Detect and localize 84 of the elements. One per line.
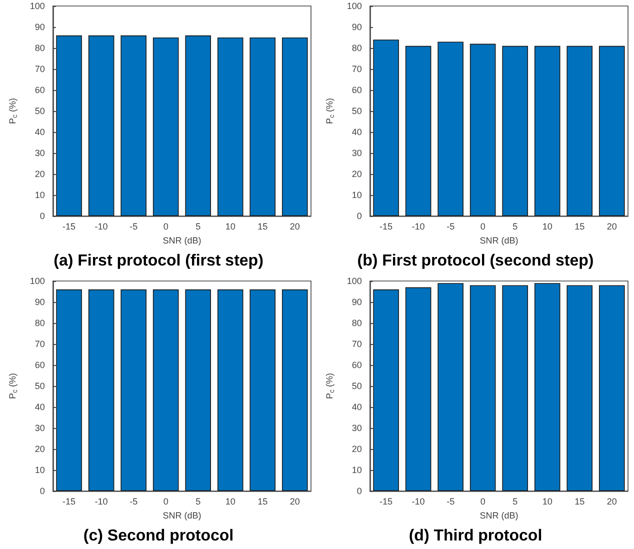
y-tick-label: 10	[34, 190, 45, 200]
y-tick-label: 30	[352, 148, 362, 158]
y-tick-label: 90	[34, 297, 45, 307]
y-tick-label: 70	[34, 64, 45, 74]
y-tick-label: 70	[352, 339, 362, 349]
x-tick-label: -10	[412, 222, 425, 232]
x-tick-label: -5	[130, 222, 138, 232]
y-tick-label: 100	[346, 276, 362, 286]
x-tick-label: 15	[258, 496, 268, 506]
y-tick-label: 80	[34, 43, 45, 53]
x-tick-label: 5	[512, 222, 518, 232]
x-tick-label: -10	[94, 496, 108, 506]
x-tick-label: 10	[225, 496, 236, 506]
y-tick-label: 40	[352, 127, 362, 137]
y-tick-label: 70	[34, 339, 45, 349]
y-tick-label: 100	[30, 1, 45, 11]
x-axis-title: SNR (dB)	[162, 510, 202, 520]
y-tick-label: 10	[352, 190, 362, 200]
x-tick-label: 15	[258, 222, 268, 232]
x-tick-label: 20	[290, 222, 300, 232]
y-tick-label: 30	[352, 423, 362, 433]
x-tick-label: 10	[225, 222, 236, 232]
x-tick-label: -10	[94, 222, 108, 232]
y-tick-label: 90	[34, 22, 45, 32]
y-tick-label: 20	[34, 444, 45, 454]
y-tick-label: 20	[352, 169, 362, 179]
y-tick-label: 80	[352, 43, 362, 53]
y-tick-label: 90	[352, 22, 362, 32]
text: (d) Third protocol	[408, 528, 542, 544]
x-tick-label: 5	[512, 496, 518, 506]
y-tick-label: 100	[346, 1, 362, 11]
text: (b) First protocol (second step)	[357, 252, 594, 270]
y-tick-label: 10	[352, 465, 362, 475]
y-tick-label: 10	[34, 465, 45, 475]
x-axis-title: SNR (dB)	[480, 510, 518, 520]
y-tick-label: 20	[352, 444, 362, 454]
x-tick-label: 20	[290, 496, 300, 506]
y-tick-label: 60	[34, 85, 45, 95]
y-tick-label: 90	[352, 297, 362, 307]
x-tick-label: -10	[412, 496, 425, 506]
y-tick-label: 50	[34, 106, 45, 116]
x-tick-label: -15	[62, 496, 76, 506]
x-tick-label: -5	[446, 496, 455, 506]
y-tick-label: 50	[34, 381, 45, 391]
y-tick-label: 60	[34, 360, 45, 370]
x-tick-label: -15	[62, 222, 76, 232]
x-tick-label: 20	[606, 496, 617, 506]
x-tick-label: 20	[606, 222, 617, 232]
x-tick-label: -5	[446, 222, 455, 232]
y-tick-label: 0	[40, 486, 45, 496]
x-tick-label: 5	[196, 496, 201, 506]
x-tick-label: 0	[163, 222, 168, 232]
x-tick-label: 0	[480, 222, 486, 232]
y-tick-label: 0	[356, 486, 362, 496]
y-tick-label: 40	[34, 402, 45, 412]
y-tick-label: 70	[352, 64, 362, 74]
x-axis-title: SNR (dB)	[480, 235, 518, 246]
y-tick-label: 30	[34, 423, 45, 433]
y-tick-label: 50	[352, 381, 362, 391]
y-tick-label: 100	[30, 276, 45, 286]
text: (c) Second protocol	[83, 528, 234, 544]
y-tick-label: 0	[40, 211, 45, 221]
x-axis-title: SNR (dB)	[162, 235, 202, 246]
y-tick-label: 30	[34, 148, 45, 158]
x-tick-label: 0	[163, 496, 168, 506]
y-tick-label: 80	[34, 318, 45, 328]
x-tick-label: 10	[542, 222, 552, 232]
x-tick-label: 10	[542, 496, 552, 506]
y-tick-label: 40	[34, 127, 45, 137]
x-tick-label: 5	[196, 222, 201, 232]
y-tick-label: 80	[352, 318, 362, 328]
y-tick-label: 0	[356, 211, 362, 221]
y-tick-label: 20	[34, 169, 45, 179]
y-tick-label: 50	[352, 106, 362, 116]
y-tick-label: 60	[352, 85, 362, 95]
x-tick-label: -5	[130, 496, 138, 506]
y-tick-label: 60	[352, 360, 362, 370]
x-tick-label: 15	[574, 222, 585, 232]
y-tick-label: 40	[352, 402, 362, 412]
x-tick-label: -15	[380, 222, 393, 232]
x-tick-label: 15	[574, 496, 585, 506]
x-tick-label: 0	[480, 496, 486, 506]
x-tick-label: -15	[380, 496, 393, 506]
text: (a) First protocol (first step)	[54, 252, 264, 270]
